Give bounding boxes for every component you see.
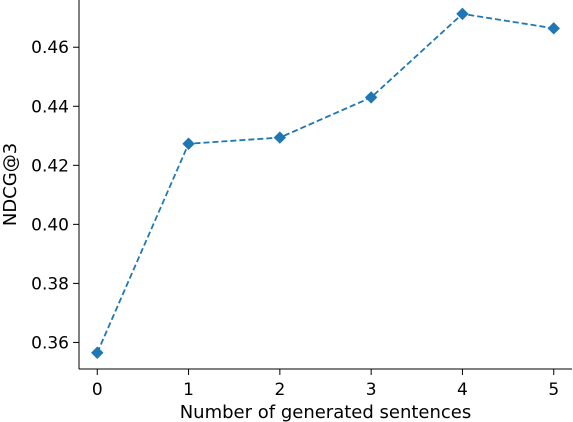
- data-point: [364, 91, 378, 104]
- x-tick-label: 0: [92, 380, 103, 400]
- y-tick-label: 0.46: [31, 38, 69, 58]
- x-tick-label: 1: [183, 380, 194, 400]
- x-axis-label: Number of generated sentences: [180, 402, 472, 422]
- x-tick-label: 5: [548, 380, 559, 400]
- x-tick-label: 2: [274, 380, 285, 400]
- data-point: [91, 346, 104, 359]
- y-tick-label: 0.42: [31, 156, 69, 176]
- data-point: [182, 137, 195, 150]
- x-tick-label: 4: [457, 380, 468, 400]
- x-axis-ticks: 0 1 2 3 4 5: [92, 369, 559, 400]
- y-tick-label: 0.38: [31, 274, 69, 294]
- series-line: [96, 12, 554, 354]
- y-tick-label: 0.44: [31, 97, 69, 117]
- data-point: [456, 7, 469, 21]
- x-tick-label: 3: [366, 380, 377, 400]
- data-point: [273, 131, 287, 144]
- data-point: [547, 22, 560, 35]
- y-axis-label: NDCG@3: [0, 143, 21, 226]
- y-axis-ticks: 0.36 0.38 0.40 0.42 0.44 0.46: [31, 38, 79, 353]
- plot-area: [91, 7, 560, 359]
- y-tick-label: 0.36: [31, 333, 69, 353]
- y-tick-label: 0.40: [31, 215, 69, 235]
